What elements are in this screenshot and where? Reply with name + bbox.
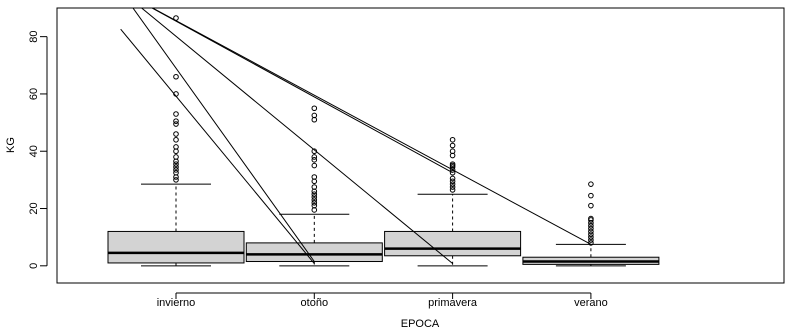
y-tick-label: 80 [28,31,40,43]
trend-lines-group [120,8,592,264]
outlier-point [173,73,179,80]
outlier-point [311,191,318,197]
outlier-point [173,161,179,167]
outlier-point [311,194,318,200]
outlier-point [449,181,456,187]
y-axis-title: KG [5,137,17,153]
outlier-point [449,187,456,193]
outlier-point [173,167,179,173]
outlier-point [588,222,594,229]
box-iqr [384,230,522,257]
outlier-point [588,231,594,238]
trend-line [151,8,592,245]
box-iqr [107,230,245,264]
outlier-point [449,136,456,143]
trend-line [151,8,453,174]
outlier-point [311,199,318,206]
trend-line [140,8,453,264]
outlier-point [173,118,179,124]
outlier-point [588,237,594,243]
trend-line [132,8,315,262]
boxes-group [107,15,660,267]
outlier-point [173,121,179,127]
x-axis-title: EPOCA [401,318,440,330]
y-tick-label: 60 [28,88,40,100]
outlier-point [588,225,594,232]
outlier-point [588,181,594,187]
x-tick-label: verano [574,297,608,309]
outlier-point [588,215,594,222]
outlier-point [449,148,456,155]
outlier-point [311,154,318,160]
outlier-point [311,157,318,163]
outlier-point [173,111,179,117]
outlier-point [173,164,179,170]
outlier-point [311,202,318,209]
outlier-point [311,162,318,169]
outlier-point [588,234,594,240]
outlier-point [449,184,456,190]
outlier-point [588,228,594,235]
outlier-point [588,192,594,199]
y-axis: 0 20 40 60 80 [28,31,48,269]
outlier-point [173,154,179,160]
outlier-point [173,131,179,137]
box-iqr [245,242,383,263]
trend-line [120,28,315,264]
x-tick-label: otoño [301,297,329,309]
outlier-point [173,169,179,176]
x-tick-label: primavera [428,297,478,309]
outlier-point [173,177,179,183]
outlier-point [173,136,179,143]
outlier-point [311,184,318,190]
outlier-point [449,175,456,182]
outlier-point [311,197,318,203]
outlier-point [311,174,318,180]
plot-border [56,7,785,284]
outlier-point [449,169,456,176]
y-tick-label: 20 [28,202,40,214]
outlier-point [449,178,456,185]
outlier-point [311,105,318,112]
outlier-point [449,161,456,167]
y-tick-label: 40 [28,145,40,157]
outlier-point [173,144,179,150]
x-axis: invierno otoño primavera verano [157,292,608,309]
outlier-point [588,202,594,209]
x-tick-label: invierno [157,297,196,309]
outlier-point [449,142,456,149]
y-tick-label: 0 [28,263,40,269]
outlier-point [311,112,318,119]
